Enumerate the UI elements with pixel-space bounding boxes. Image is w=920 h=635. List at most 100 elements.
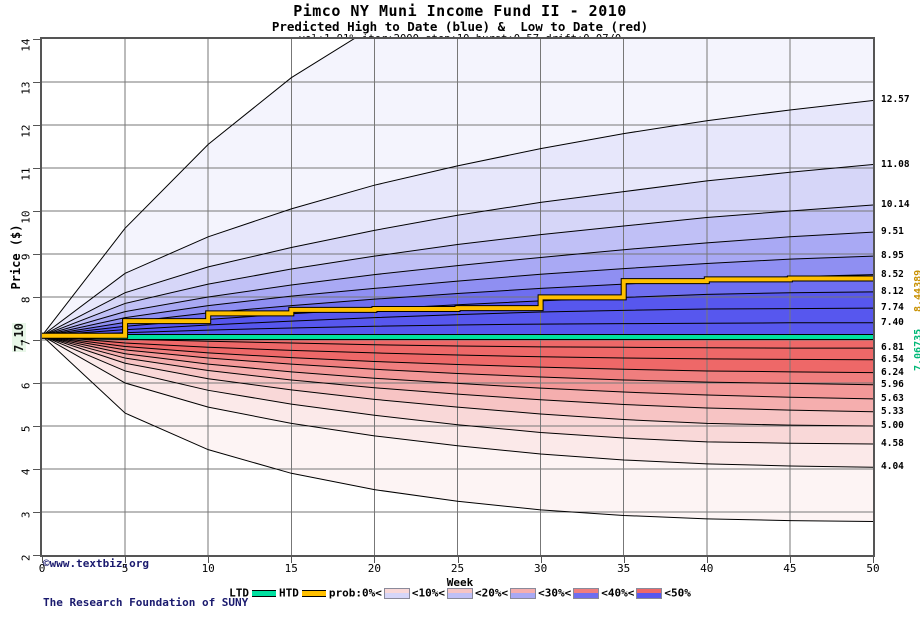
y-axis-tick-label: 4	[19, 468, 33, 476]
x-axis-tick-label: 15	[284, 562, 298, 575]
y-axis-tick-label: 9	[19, 253, 33, 261]
y-axis-tick	[33, 382, 40, 384]
end-value-label-ltd: 7.06735	[913, 328, 920, 372]
x-axis-tick	[623, 557, 625, 563]
right-axis-value-label: 10.14	[881, 198, 910, 210]
legend-bin-label: <30%<	[538, 586, 572, 600]
x-axis-tick-label: 40	[700, 562, 714, 575]
x-axis-tick-label: 50	[866, 562, 880, 575]
x-axis-tick-label: 25	[450, 562, 465, 575]
y-axis-tick-label: 3	[19, 511, 33, 519]
y-axis-tick-label: 13	[19, 81, 33, 95]
x-axis-tick-label: 45	[783, 562, 797, 575]
y-axis-tick-label: 7	[19, 339, 33, 347]
right-axis-value-label: 4.04	[881, 461, 904, 473]
y-axis-tick	[33, 81, 40, 83]
end-value-label-htd: 8.44389	[913, 269, 920, 312]
x-axis-tick-label: 0	[38, 562, 46, 575]
legend-swatch-red	[574, 588, 599, 594]
chart-subtitle: Predicted High to Date (blue) & Low to D…	[271, 19, 649, 34]
x-axis-tick	[291, 557, 293, 563]
right-axis-value-label: 6.24	[881, 366, 904, 378]
x-axis-tick-label: 20	[367, 562, 382, 575]
legend-prob-swatch	[446, 587, 473, 599]
legend-prob-swatch	[573, 587, 600, 599]
legend-prob-swatch	[383, 587, 410, 599]
right-axis-value-label: 8.95	[881, 250, 904, 262]
legend-swatch-red	[511, 588, 536, 594]
x-axis-title: Week	[446, 576, 474, 589]
x-axis-tick	[208, 557, 210, 563]
y-axis-tick-label: 11	[19, 167, 33, 181]
legend-prob-swatch	[636, 587, 663, 599]
legend-htd-label: HTD	[279, 586, 299, 600]
legend-swatch-blue	[574, 593, 599, 598]
x-axis-tick-label: 35	[617, 562, 631, 575]
x-axis-tick	[540, 557, 542, 563]
chart-root: Pimco NY Muni Income Fund II - 2010 Pred…	[0, 2, 920, 609]
x-axis-tick	[457, 557, 459, 563]
right-axis-value-label: 8.12	[881, 285, 904, 297]
page-title: Pimco NY Muni Income Fund II - 2010	[293, 2, 627, 20]
right-axis-value-label: 11.08	[881, 158, 910, 170]
right-axis-value-label: 5.00	[881, 420, 904, 431]
x-axis-tick-label: 10	[201, 562, 215, 575]
chart-canvas	[42, 39, 873, 555]
right-axis-value-label: 7.74	[881, 302, 904, 314]
right-axis-value-label: 7.40	[881, 316, 904, 328]
legend-swatch-red	[447, 588, 472, 594]
legend-bin-label: <50%	[664, 586, 691, 600]
legend-bins: <10%< <20%< <30%< <40%< <50%	[382, 586, 691, 600]
y-axis-tick-label: 10	[19, 210, 33, 224]
legend-ltd-swatch	[252, 589, 276, 597]
right-axis-value-label: 5.63	[881, 392, 904, 404]
legend-htd-swatch	[301, 589, 326, 597]
legend-swatch-blue	[511, 593, 536, 598]
y-axis-tick	[33, 511, 40, 513]
plot-area	[40, 37, 875, 557]
x-axis-tick	[42, 557, 43, 563]
y-axis-tick	[33, 554, 40, 556]
legend-bin-label: <20%<	[474, 586, 509, 600]
x-axis-tick	[789, 557, 791, 563]
legend-prob-swatch	[510, 587, 537, 599]
y-axis-tick	[33, 253, 40, 255]
legend-swatch-red	[637, 588, 662, 594]
right-axis-value-label: 6.54	[881, 353, 904, 365]
chart-legend: LTD HTD prob:0%< <10%< <20%< <30%< <40%< <50%	[0, 586, 920, 600]
y-axis-tick	[33, 468, 40, 470]
x-axis-tick-label: 5	[121, 562, 129, 575]
y-axis-tick	[33, 167, 40, 169]
x-axis-tick-label: 30	[533, 562, 548, 575]
legend-prob-label: prob:0%<	[328, 586, 382, 600]
y-axis-tick	[33, 425, 40, 427]
right-axis-value-label: 4.58	[881, 438, 904, 450]
x-axis-tick	[374, 557, 376, 563]
x-axis-tick	[873, 557, 874, 563]
y-axis-tick-label: 6	[19, 382, 33, 390]
y-axis-tick	[33, 124, 40, 126]
right-axis-value-label: 5.33	[881, 405, 904, 417]
legend-swatch-blue	[384, 593, 409, 598]
y-axis-tick	[33, 210, 40, 212]
y-axis-tick-label: 5	[19, 425, 33, 433]
y-axis-tick	[33, 296, 40, 298]
credit-line-1: ©www.textbiz.org	[43, 557, 149, 570]
right-axis-value-label: 6.81	[881, 342, 904, 354]
legend-bin-label: <10%<	[411, 586, 445, 600]
y-axis-tick	[33, 339, 40, 341]
x-axis-tick	[706, 557, 708, 563]
y-axis-tick-label: 14	[19, 38, 33, 52]
right-axis-value-label: 5.96	[881, 378, 904, 390]
x-axis-tick	[125, 557, 127, 563]
legend-swatch-blue	[447, 593, 472, 598]
y-axis-tick-label: 8	[19, 296, 33, 304]
right-axis-value-label: 8.52	[881, 268, 904, 280]
y-axis-tick-label: 12	[19, 124, 33, 138]
right-axis-value-label: 12.57	[881, 94, 910, 106]
legend-swatch-red	[384, 588, 409, 594]
legend-ltd-label: LTD	[229, 586, 249, 600]
y-axis-tick	[33, 38, 40, 40]
legend-swatch-blue	[637, 593, 662, 598]
right-axis-value-label: 9.51	[881, 226, 904, 238]
